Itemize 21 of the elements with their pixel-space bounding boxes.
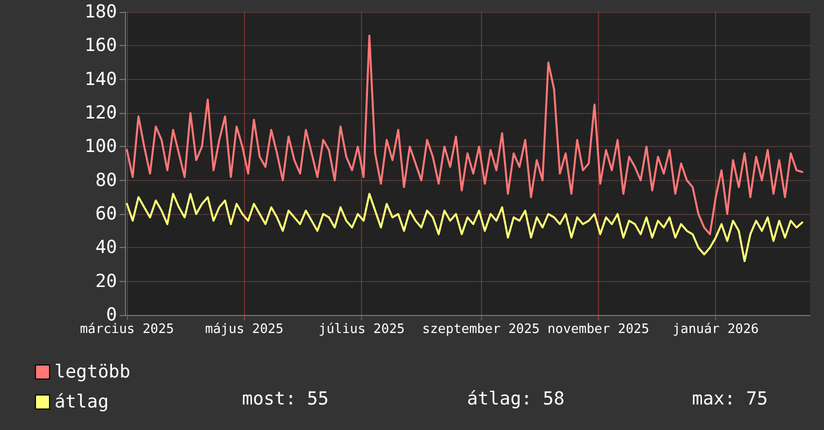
y-tick-label: 60 xyxy=(95,204,117,224)
text: átlag: 58 xyxy=(467,388,565,410)
text: most: 55 xyxy=(242,388,329,410)
line-series xyxy=(126,192,804,262)
y-tick-label: 100 xyxy=(84,136,117,158)
y-tick-label: 180 xyxy=(84,2,117,22)
x-tick-label: május 2025 xyxy=(205,322,284,337)
x-tick-label: július 2025 xyxy=(318,322,405,337)
y-tick-label: 80 xyxy=(95,170,117,191)
x-tick-label: szeptember 2025 xyxy=(422,322,540,337)
y-tick-label: 160 xyxy=(84,35,117,56)
legend-label: átlag xyxy=(54,392,109,412)
legend-label: legtöbb xyxy=(54,362,130,382)
y-tick-label: 140 xyxy=(84,68,117,90)
x-tick-label: november 2025 xyxy=(547,322,650,337)
text: max: 75 xyxy=(692,388,768,410)
y-tick-label: 120 xyxy=(84,102,117,124)
y-tick-label: 40 xyxy=(95,237,117,258)
x-tick-label: január 2026 xyxy=(672,322,759,337)
line-series xyxy=(126,34,804,236)
y-tick-label: 20 xyxy=(95,270,117,292)
